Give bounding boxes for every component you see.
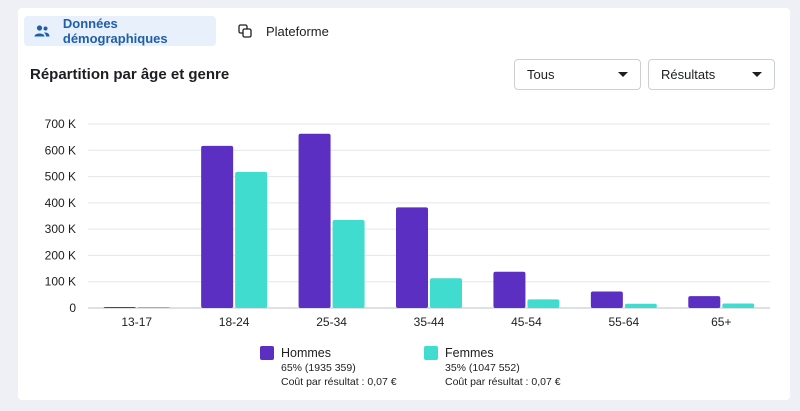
y-tick-label: 300 K <box>45 222 76 236</box>
y-tick-label: 400 K <box>45 196 76 210</box>
y-tick-label: 100 K <box>45 275 76 289</box>
x-tick-label: 55-64 <box>609 315 640 329</box>
y-tick-label: 0 <box>69 301 76 315</box>
x-tick-label: 13-17 <box>121 315 152 329</box>
y-tick-label: 700 K <box>45 117 76 131</box>
x-tick-label: 18-24 <box>219 315 250 329</box>
bar-femmes-35-44 <box>430 278 462 308</box>
metric-select[interactable]: Résultats <box>648 59 775 90</box>
bar-hommes-13-17 <box>103 307 136 308</box>
x-tick-label: 25-34 <box>316 315 347 329</box>
x-tick-label: 45-54 <box>511 315 542 329</box>
tab-platform[interactable]: Plateforme <box>228 16 348 46</box>
bar-hommes-45-54 <box>493 271 526 308</box>
bar-hommes-55-64 <box>590 291 623 308</box>
legend-label-femmes: Femmes <box>445 346 494 360</box>
age-gender-bar-chart: 0 100 K 200 K 300 K 400 K 500 K 600 K 700 K 13-1… <box>45 117 770 329</box>
legend-label-hommes: Hommes <box>281 346 332 360</box>
y-tick-label: 600 K <box>45 143 76 157</box>
bar-femmes-65+ <box>722 303 755 308</box>
section-title: Répartition par âge et genre <box>30 66 230 83</box>
tab-demographics[interactable]: Données démographiques <box>24 16 216 46</box>
legend-cost-femmes: Coût par résultat : 0,07 € <box>445 376 561 388</box>
legend-share-femmes: 35% (1047 552) <box>445 362 520 374</box>
legend-swatch-hommes <box>260 346 274 360</box>
bar-femmes-25-34 <box>332 219 365 308</box>
legend-share-hommes: 65% (1935 359) <box>281 362 356 374</box>
metric-select-value: Résultats <box>661 67 716 82</box>
legend-swatch-femmes <box>424 346 438 360</box>
bar-hommes-35-44 <box>396 207 428 308</box>
bar-femmes-13-17 <box>137 307 170 308</box>
bar-femmes-45-54 <box>527 299 560 308</box>
bar-femmes-18-24 <box>235 171 268 308</box>
y-tick-label: 200 K <box>45 248 76 262</box>
copy-icon <box>236 23 254 39</box>
bar-hommes-18-24 <box>201 145 234 308</box>
audience-select-value: Tous <box>527 67 555 82</box>
bar-hommes-65+ <box>688 296 721 308</box>
people-icon <box>34 23 51 39</box>
x-tick-label: 65+ <box>711 315 731 329</box>
bar-femmes-55-64 <box>624 303 657 308</box>
tab-demographics-label: Données démographiques <box>62 16 168 46</box>
tab-platform-label: Plateforme <box>266 23 329 39</box>
y-tick-label: 500 K <box>45 170 76 184</box>
x-tick-label: 35-44 <box>414 315 445 329</box>
audience-select[interactable]: Tous <box>514 59 641 90</box>
chevron-down-icon <box>752 72 762 77</box>
legend-cost-hommes: Coût par résultat : 0,07 € <box>281 376 397 388</box>
bar-hommes-25-34 <box>298 133 331 308</box>
chevron-down-icon <box>618 72 628 77</box>
demographics-card: Données démographiques Plateforme Répart… <box>18 8 790 400</box>
